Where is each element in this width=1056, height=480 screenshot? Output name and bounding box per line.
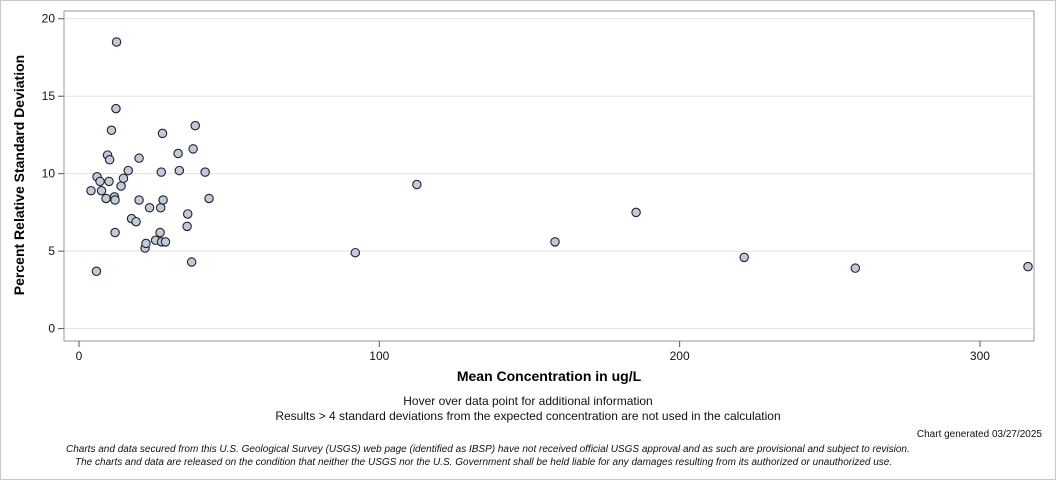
data-point[interactable] bbox=[110, 195, 120, 205]
data-point[interactable] bbox=[158, 195, 168, 205]
data-point[interactable] bbox=[144, 203, 155, 213]
data-point[interactable] bbox=[111, 103, 121, 114]
data-point[interactable] bbox=[182, 221, 192, 232]
data-point[interactable] bbox=[95, 176, 105, 187]
data-point[interactable] bbox=[350, 247, 361, 258]
data-point[interactable] bbox=[86, 185, 96, 196]
data-point[interactable] bbox=[110, 227, 120, 238]
data-point[interactable] bbox=[104, 154, 115, 165]
data-point[interactable] bbox=[182, 209, 193, 219]
data-point[interactable] bbox=[155, 227, 165, 238]
data-point[interactable] bbox=[134, 195, 144, 205]
scatter-chart: 0 5 10 15 20 0 100 200 300 Mean Concentration i… bbox=[11, 10, 1035, 384]
data-point[interactable] bbox=[116, 181, 126, 191]
data-point[interactable] bbox=[204, 193, 214, 204]
data-point[interactable] bbox=[134, 153, 144, 163]
data-point[interactable] bbox=[739, 252, 749, 263]
y-tick-label: 0 bbox=[48, 322, 55, 336]
plot-area-border bbox=[63, 10, 1035, 342]
disclaimer-line-2: The charts and data are released on the … bbox=[75, 457, 893, 468]
data-point[interactable] bbox=[173, 148, 183, 159]
disclaimer-line-1: Charts and data secured from this U.S. G… bbox=[66, 444, 910, 455]
y-tick-label: 15 bbox=[42, 89, 56, 103]
data-point[interactable] bbox=[412, 179, 422, 190]
data-points bbox=[86, 37, 1033, 277]
grid-lines bbox=[64, 18, 1034, 330]
data-point[interactable] bbox=[91, 266, 102, 277]
data-point[interactable] bbox=[188, 144, 198, 154]
data-point[interactable] bbox=[174, 165, 185, 176]
x-tick-label: 200 bbox=[670, 349, 690, 363]
data-point[interactable] bbox=[850, 263, 861, 273]
data-point[interactable] bbox=[186, 257, 197, 267]
data-point[interactable] bbox=[550, 237, 560, 247]
data-point[interactable] bbox=[631, 207, 641, 218]
y-tick-label: 20 bbox=[42, 12, 56, 26]
y-tick-label: 5 bbox=[48, 244, 55, 258]
x-tick-label: 100 bbox=[369, 349, 389, 363]
data-point[interactable] bbox=[160, 237, 171, 247]
data-point[interactable] bbox=[155, 203, 166, 213]
data-point[interactable] bbox=[104, 176, 114, 187]
data-point[interactable] bbox=[131, 216, 141, 227]
y-axis-ticks: 0 5 10 15 20 bbox=[42, 12, 64, 336]
data-point[interactable] bbox=[200, 167, 210, 177]
data-point[interactable] bbox=[1023, 261, 1033, 272]
chart-generated-date: Chart generated 03/27/2025 bbox=[916, 429, 1042, 440]
x-axis-ticks: 0 100 200 300 bbox=[76, 341, 990, 363]
data-point[interactable] bbox=[111, 37, 122, 47]
data-point[interactable] bbox=[123, 165, 134, 176]
x-tick-label: 300 bbox=[970, 349, 990, 363]
data-point[interactable] bbox=[156, 167, 167, 177]
data-point[interactable] bbox=[141, 238, 151, 249]
data-point[interactable] bbox=[101, 193, 111, 204]
y-tick-label: 10 bbox=[42, 167, 56, 181]
x-axis-label: Mean Concentration in ug/L bbox=[457, 368, 642, 384]
x-tick-label: 0 bbox=[76, 349, 83, 363]
data-point[interactable] bbox=[190, 120, 200, 131]
data-point[interactable] bbox=[96, 185, 107, 196]
data-point[interactable] bbox=[106, 125, 117, 136]
results-note: Results > 4 standard deviations from the… bbox=[275, 409, 781, 423]
y-axis-label: Percent Relative Standard Deviation bbox=[11, 55, 27, 295]
data-point[interactable] bbox=[157, 128, 168, 139]
hover-note: Hover over data point for additional inf… bbox=[403, 394, 653, 408]
data-point[interactable] bbox=[118, 173, 129, 184]
